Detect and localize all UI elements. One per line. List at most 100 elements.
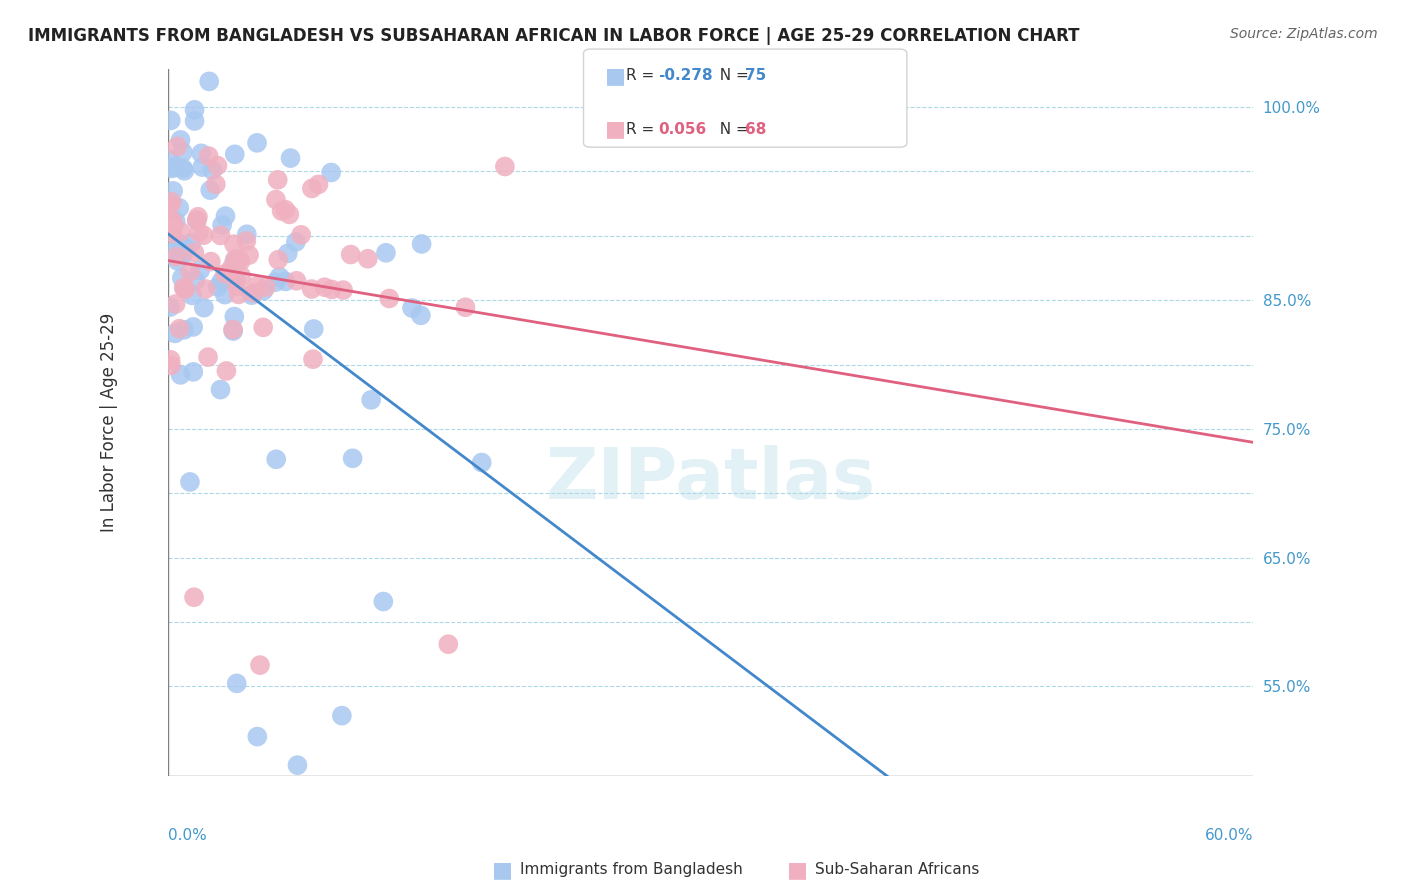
- Point: [254, 280, 277, 294]
- Point: [314, 280, 336, 294]
- Point: [188, 263, 211, 277]
- Point: [162, 215, 184, 229]
- Point: [214, 287, 236, 301]
- Point: [173, 281, 195, 295]
- Point: [169, 133, 191, 147]
- Point: [285, 274, 308, 288]
- Point: [280, 151, 302, 165]
- Point: [308, 178, 330, 192]
- Text: ■: ■: [605, 120, 626, 139]
- Point: [264, 193, 287, 207]
- Text: Sub-Saharan Africans: Sub-Saharan Africans: [815, 863, 980, 877]
- Point: [162, 184, 184, 198]
- Point: [207, 280, 229, 294]
- Text: Source: ZipAtlas.com: Source: ZipAtlas.com: [1230, 27, 1378, 41]
- Point: [172, 248, 194, 262]
- Point: [160, 194, 183, 209]
- Point: [224, 147, 246, 161]
- Point: [235, 234, 257, 248]
- Point: [373, 594, 395, 608]
- Point: [454, 300, 477, 314]
- Point: [243, 285, 266, 300]
- Point: [222, 237, 245, 252]
- Point: [194, 282, 217, 296]
- Point: [163, 326, 186, 341]
- Point: [284, 235, 307, 249]
- Point: [197, 149, 219, 163]
- Point: [409, 309, 432, 323]
- Text: In Labor Force | Age 25-29: In Labor Force | Age 25-29: [100, 313, 118, 532]
- Point: [494, 160, 516, 174]
- Point: [197, 350, 219, 364]
- Point: [159, 300, 181, 314]
- Point: [209, 383, 232, 397]
- Point: [238, 248, 260, 262]
- Point: [183, 114, 205, 128]
- Point: [186, 213, 208, 227]
- Point: [378, 292, 401, 306]
- Point: [321, 165, 343, 179]
- Point: [162, 221, 184, 235]
- Point: [228, 287, 250, 301]
- Text: 60.0%: 60.0%: [1205, 828, 1253, 843]
- Point: [224, 310, 246, 324]
- Point: [246, 136, 269, 150]
- Point: [214, 267, 236, 281]
- Point: [160, 227, 183, 241]
- Point: [180, 235, 202, 250]
- Point: [339, 247, 361, 261]
- Point: [166, 254, 188, 268]
- Point: [228, 252, 250, 267]
- Point: [224, 252, 246, 266]
- Point: [302, 352, 325, 367]
- Point: [183, 103, 205, 117]
- Text: R =: R =: [626, 69, 659, 83]
- Point: [205, 178, 228, 192]
- Point: [160, 219, 183, 234]
- Point: [287, 758, 309, 772]
- Point: [222, 324, 245, 338]
- Point: [269, 269, 291, 284]
- Point: [165, 250, 187, 264]
- Point: [181, 288, 204, 302]
- Point: [321, 283, 343, 297]
- Point: [332, 283, 354, 297]
- Text: N =: N =: [710, 122, 754, 136]
- Point: [471, 456, 494, 470]
- Point: [159, 113, 181, 128]
- Point: [278, 207, 301, 221]
- Point: [240, 288, 263, 302]
- Point: [360, 392, 382, 407]
- Point: [162, 244, 184, 259]
- Point: [207, 159, 229, 173]
- Point: [201, 163, 224, 178]
- Point: [169, 225, 191, 239]
- Text: R =: R =: [626, 122, 659, 136]
- Point: [252, 320, 274, 334]
- Point: [277, 246, 299, 260]
- Point: [274, 202, 297, 217]
- Point: [290, 227, 312, 242]
- Point: [172, 145, 194, 160]
- Point: [179, 475, 201, 489]
- Point: [264, 452, 287, 467]
- Point: [174, 282, 197, 296]
- Point: [160, 161, 183, 176]
- Point: [165, 297, 187, 311]
- Point: [209, 228, 232, 243]
- Point: [274, 275, 297, 289]
- Text: ■: ■: [605, 66, 626, 86]
- Point: [193, 301, 215, 315]
- Point: [193, 228, 215, 243]
- Text: 0.0%: 0.0%: [169, 828, 207, 843]
- Text: ZIPatlas: ZIPatlas: [546, 444, 876, 514]
- Point: [401, 301, 423, 315]
- Text: N =: N =: [710, 69, 754, 83]
- Point: [183, 591, 205, 605]
- Point: [211, 218, 233, 232]
- Point: [252, 284, 274, 298]
- Point: [181, 320, 204, 334]
- Point: [166, 139, 188, 153]
- Text: 75: 75: [745, 69, 766, 83]
- Point: [267, 173, 290, 187]
